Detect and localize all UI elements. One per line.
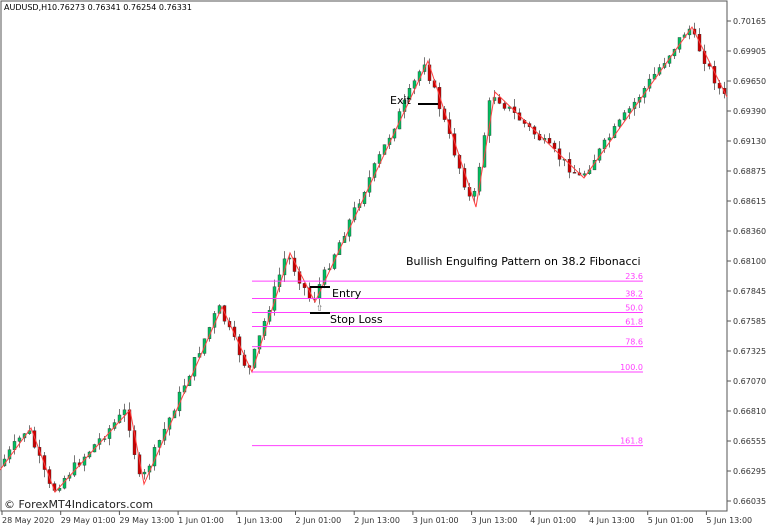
x-tick-label: 5 Jun 01:00 <box>648 516 694 525</box>
candle-body <box>122 409 127 416</box>
y-tick-label: 0.67845 <box>733 287 766 296</box>
candle-body <box>547 138 552 144</box>
x-tick-label: 29 May 13:00 <box>119 516 174 525</box>
candle-body <box>497 97 502 104</box>
candle-body <box>622 112 627 121</box>
y-tick-label: 0.66555 <box>733 437 766 446</box>
x-tick-label: 28 May 2020 <box>2 516 54 525</box>
y-tick-label: 0.68100 <box>733 257 766 266</box>
candle-body <box>332 254 337 269</box>
fib-level-label: 61.8 <box>625 318 643 327</box>
y-tick-label: 0.66295 <box>733 467 766 476</box>
x-tick-label: 3 Jun 01:00 <box>413 516 459 525</box>
y-tick-label: 0.66810 <box>733 407 766 416</box>
candle-body <box>177 391 182 412</box>
buy-arrow-icon: ⇧ <box>316 304 324 314</box>
candle-body <box>157 440 162 448</box>
candle-body <box>437 87 442 110</box>
candle-body <box>452 133 457 156</box>
candle-body <box>387 137 392 145</box>
y-tick-label: 0.68875 <box>733 167 766 176</box>
exit-label: Exit <box>390 94 412 107</box>
candle-body <box>582 173 587 176</box>
x-tick-label: 2 Jun 13:00 <box>354 516 400 525</box>
candle-body <box>142 471 147 475</box>
candle-body <box>17 437 22 442</box>
y-tick-label: 0.68615 <box>733 197 766 206</box>
watermark: © ForexMT4Indicators.com <box>4 498 153 511</box>
candle-body <box>32 430 37 448</box>
y-tick-label: 0.69905 <box>733 47 766 56</box>
ohlc-values: 0.76273 0.76341 0.76254 0.76331 <box>52 3 192 12</box>
fib-level-label: 100.0 <box>620 363 643 372</box>
x-tick-label: 5 Jun 13:00 <box>706 516 752 525</box>
candle-body <box>612 126 617 138</box>
x-tick-label: 29 May 01:00 <box>61 516 116 525</box>
candle-body <box>472 190 477 197</box>
candle-body <box>412 80 417 89</box>
time-axis: 28 May 2020 29 May 01:00 29 May 13:00 1 Jun… <box>1 511 752 525</box>
candle-body <box>672 48 677 57</box>
candle-body <box>397 111 402 130</box>
fib-level-label: 38.2 <box>625 289 643 298</box>
candle-body <box>322 269 327 285</box>
y-tick-label: 0.67070 <box>733 377 766 386</box>
candle-body <box>567 159 572 173</box>
pattern-title: Bullish Engulfing Pattern on 38.2 Fibona… <box>406 255 641 268</box>
x-tick-label: 3 Jun 13:00 <box>472 516 518 525</box>
candle-body <box>482 135 487 168</box>
candle-body <box>552 142 557 149</box>
candle-body <box>22 433 27 439</box>
candle-body <box>117 414 122 423</box>
candle-body <box>137 454 142 475</box>
price-axis: 0.70165 0.69905 0.69650 0.69390 0.69130 0.688… <box>727 17 766 506</box>
candle-body <box>372 163 377 178</box>
candle-body <box>667 55 672 64</box>
x-tick-label: 4 Jun 01:00 <box>530 516 576 525</box>
candle-body <box>617 119 622 127</box>
candle-body <box>572 172 577 174</box>
symbol-label: AUDUSD,H1 <box>4 3 52 12</box>
fib-level-label: 161.8 <box>620 437 643 446</box>
zigzag-line <box>0 26 728 493</box>
x-tick-label: 1 Jun 01:00 <box>178 516 224 525</box>
y-tick-label: 0.69650 <box>733 77 766 86</box>
fib-level-label: 50.0 <box>625 304 643 313</box>
fib-level-label: 78.6 <box>625 338 643 347</box>
y-tick-label: 0.70165 <box>733 17 766 26</box>
entry-label: Entry <box>332 287 362 300</box>
candle-body <box>362 192 367 204</box>
y-tick-label: 0.68360 <box>733 227 766 236</box>
candle-body <box>302 283 307 288</box>
plot-frame <box>0 0 728 512</box>
y-tick-label: 0.69130 <box>733 137 766 146</box>
x-tick-label: 1 Jun 13:00 <box>237 516 283 525</box>
x-tick-label: 4 Jun 13:00 <box>589 516 635 525</box>
y-tick-label: 0.67585 <box>733 317 766 326</box>
candle-body <box>502 103 507 109</box>
candle-body <box>42 455 47 470</box>
x-tick-label: 2 Jun 01:00 <box>296 516 342 525</box>
stop-loss-label: Stop Loss <box>330 313 383 326</box>
candle-body <box>327 268 332 271</box>
candle-body <box>607 137 612 141</box>
y-tick-label: 0.67325 <box>733 347 766 356</box>
y-tick-label: 0.66035 <box>733 497 766 506</box>
y-tick-label: 0.69390 <box>733 107 766 116</box>
candle-body <box>627 108 632 113</box>
fibonacci-levels: 23.6 38.2 50.0 61.8 78.6 100.0 161.8 <box>252 272 643 447</box>
candle-body <box>677 37 682 50</box>
fib-level-label: 23.6 <box>625 272 643 281</box>
